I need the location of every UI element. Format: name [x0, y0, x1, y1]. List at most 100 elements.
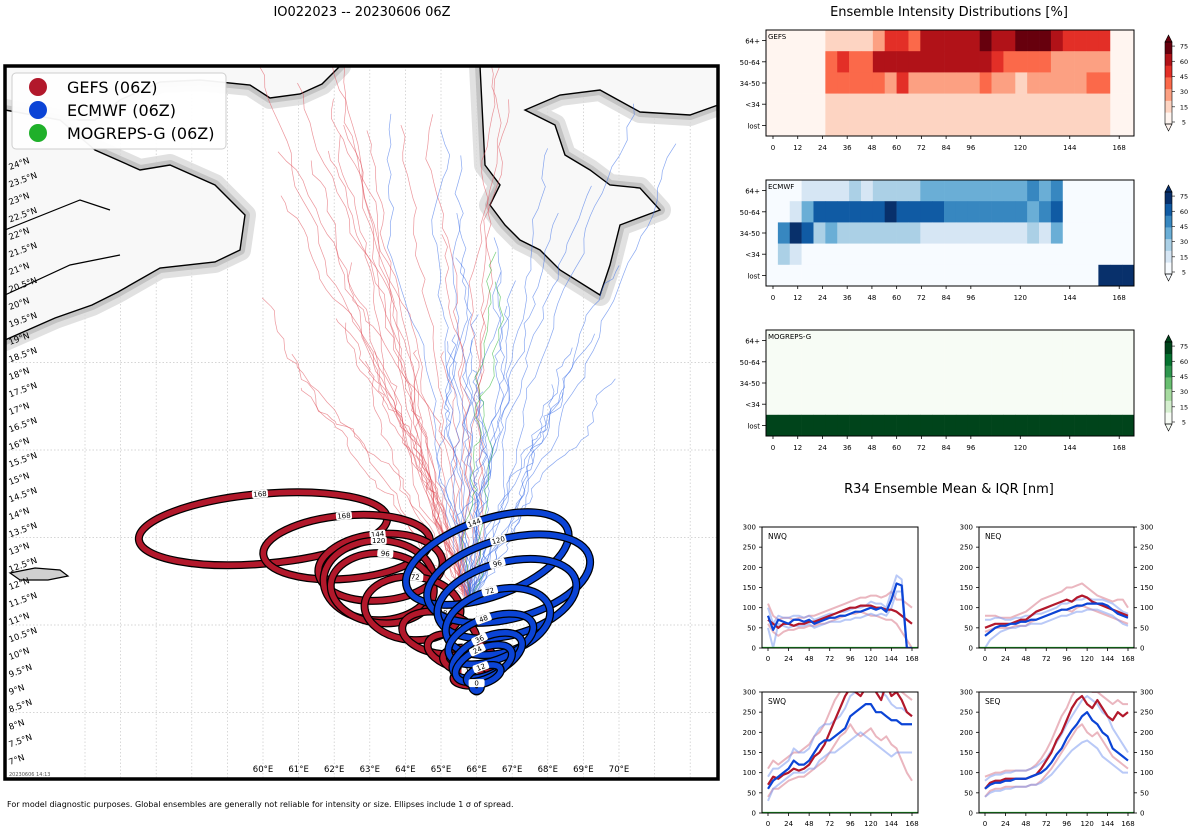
heatmap-cell	[908, 72, 921, 94]
heatmap-xtick-label: 36	[843, 444, 852, 452]
heatmap-cell	[1027, 30, 1040, 52]
heatmap-cell	[777, 351, 791, 373]
heatmap-cell	[955, 114, 969, 137]
heatmap-cell	[944, 393, 957, 416]
heatmap-cell	[967, 201, 980, 223]
colorbar-segment	[1165, 192, 1172, 205]
heatmap-xtick-label: 144	[1063, 144, 1077, 152]
heatmap-cell	[1110, 93, 1123, 116]
heatmap-cell	[1015, 51, 1028, 73]
heatmap-cell	[1098, 330, 1111, 352]
heatmap-cell	[991, 72, 1004, 94]
heatmap-cell	[979, 222, 992, 244]
heatmap-cell	[849, 30, 862, 52]
heatmap-cell	[1039, 414, 1052, 437]
heatmap-cell	[777, 30, 791, 52]
ecmwf-member-track	[386, 113, 471, 601]
r34-ytick-label: 50	[1140, 789, 1149, 797]
heatmap-cell	[967, 372, 980, 394]
socotra-island	[8, 567, 70, 581]
r34-xtick-label: 168	[905, 820, 918, 828]
r34-ytick-label: 150	[743, 584, 756, 592]
heatmap-cell	[1015, 264, 1028, 287]
heatmap-cell	[932, 351, 945, 373]
heatmap-cell	[1015, 30, 1028, 52]
r34-panel-name: SEQ	[985, 697, 1000, 706]
r34-xtick-label: 48	[805, 820, 814, 828]
r34-xtick-label: 48	[1021, 655, 1030, 663]
map-frame	[3, 64, 720, 781]
heatmap-xtick-label: 120	[1014, 294, 1027, 302]
heatmap-cell	[920, 372, 933, 394]
ellipse-tau-label: 36	[474, 634, 486, 645]
colorbar-segment	[1165, 342, 1172, 355]
heatmap-cell	[1122, 30, 1135, 52]
heatmap-cell	[932, 114, 945, 137]
heatmap-cell	[801, 414, 814, 437]
heatmap-xtick-label: 120	[1014, 444, 1027, 452]
heatmap-cell	[896, 180, 909, 202]
heatmap-cell	[789, 51, 802, 73]
heatmap-cell	[837, 72, 850, 94]
r34-ytick-label: 0	[969, 645, 973, 653]
ellipse-tau-label: 168	[253, 490, 267, 499]
heatmap-cell	[1086, 222, 1099, 244]
heatmap-cell	[884, 180, 897, 202]
heatmap-row-label: 34-50	[740, 230, 760, 238]
heatmap-cell	[944, 351, 957, 373]
heatmap-cell	[1110, 72, 1123, 94]
heatmap-cell	[1110, 51, 1123, 73]
r34-panel-name: NEQ	[985, 532, 1001, 541]
heatmap-cell	[801, 114, 814, 137]
heatmap-cell	[1015, 243, 1028, 266]
heatmap-cell	[944, 264, 957, 287]
heatmap-cell	[801, 72, 814, 94]
heatmap-cell	[1098, 414, 1111, 437]
heatmap-cell	[872, 51, 886, 73]
heatmap-xtick-label: 0	[771, 144, 775, 152]
heatmap-cell	[991, 393, 1004, 416]
r34-panel-neq: NEQ 0 0 50 50 100 100 150 150 200 200 250 250 300 300 0…	[960, 524, 1154, 664]
heatmap-cell	[967, 222, 980, 244]
heatmap-cell	[825, 393, 838, 416]
heatmap-cell	[967, 30, 980, 52]
colorbar-tick-label: 30	[1180, 388, 1188, 396]
heatmap-cell	[872, 351, 886, 373]
heatmap-cell	[920, 30, 933, 52]
heatmap-cell	[1003, 114, 1016, 137]
ecmwf-iqr-high	[985, 596, 1129, 621]
heatmap-cell	[1122, 201, 1135, 223]
r34-ytick-label: 300	[960, 524, 973, 532]
heatmap-cell	[813, 114, 826, 137]
map-title: IO022023 -- 20230606 06Z	[273, 5, 451, 20]
r34-xtick-label: 24	[1001, 655, 1010, 663]
colorbar-tick-label: 60	[1180, 208, 1188, 216]
heatmap-xtick-label: 36	[843, 294, 852, 302]
r34-plot-area	[979, 692, 1134, 813]
heatmap-cell	[1062, 180, 1075, 202]
heatmap-cell	[813, 372, 826, 394]
heatmap-cell	[932, 243, 945, 266]
r34-ytick-label: 0	[969, 810, 973, 818]
heatmap-cell	[979, 93, 992, 116]
heatmap-cell	[896, 51, 909, 73]
r34-xtick-label: 72	[825, 820, 834, 828]
heatmap-cell	[967, 351, 980, 373]
colorbar-tick-label: 30	[1180, 88, 1188, 96]
heatmap-cell	[1039, 114, 1052, 137]
heatmap-cell	[1039, 393, 1052, 416]
heatmap-cell	[932, 72, 945, 94]
r34-ytick-label: 300	[1140, 689, 1153, 697]
heatmap-cell	[1027, 351, 1040, 373]
r34-ytick-label: 250	[1140, 709, 1153, 717]
ellipse-label-bg	[335, 511, 353, 521]
heatmap-cell	[1003, 180, 1016, 202]
heatmap-cell	[860, 330, 874, 352]
heatmap-cell	[860, 264, 874, 287]
heatmap-cell	[1050, 180, 1064, 202]
map-panel: 1681681441209672483624120144120967248362…	[5, 66, 718, 779]
heatmap-cell	[872, 393, 886, 416]
heatmap-cell	[884, 114, 897, 137]
heatmap-cell	[1015, 72, 1028, 94]
heatmap-cell	[1122, 372, 1135, 394]
